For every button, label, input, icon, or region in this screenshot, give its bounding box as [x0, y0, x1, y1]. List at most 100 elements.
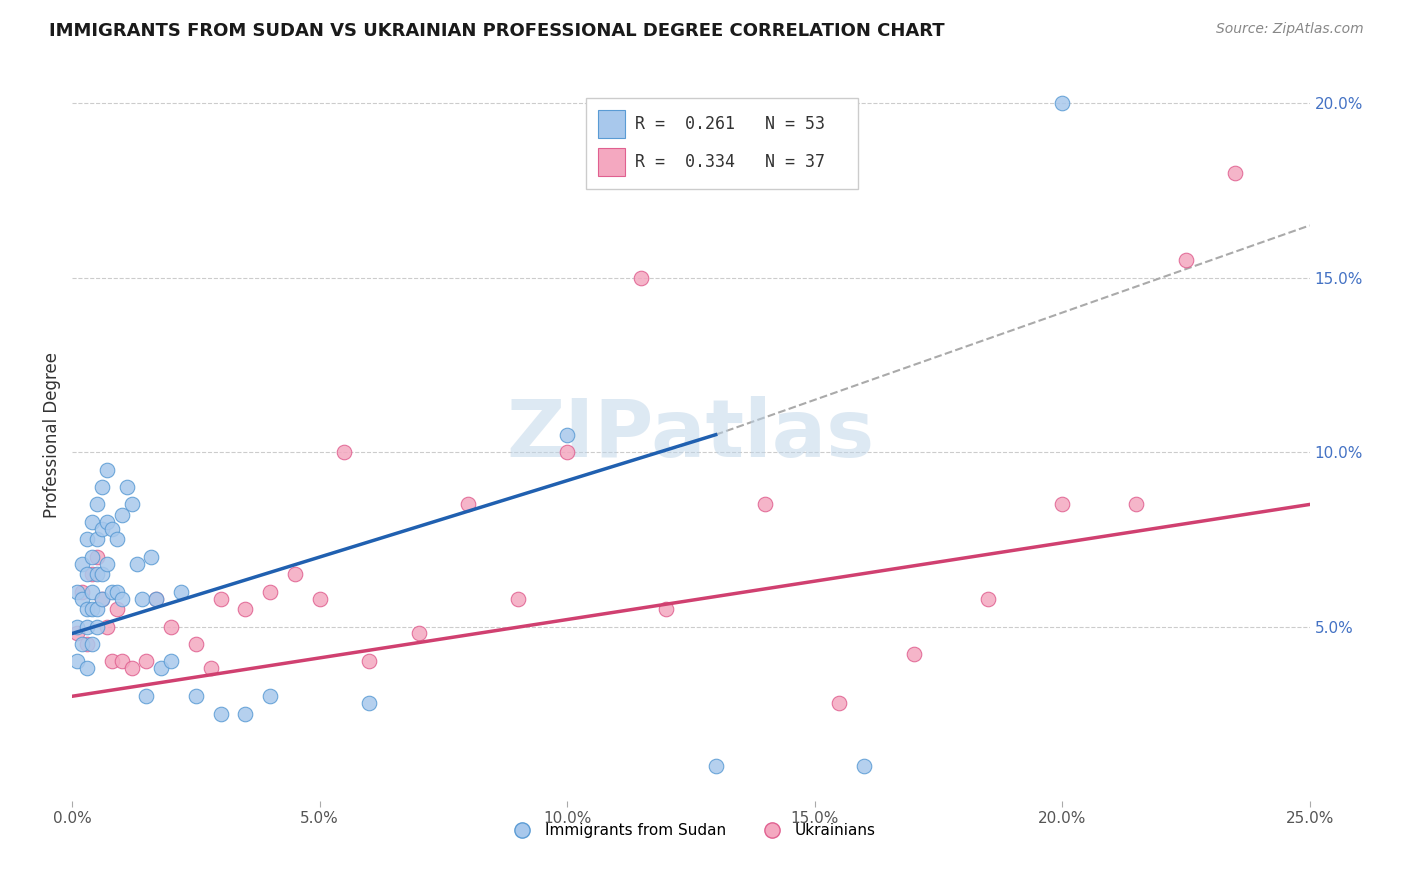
Legend: Immigrants from Sudan, Ukrainians: Immigrants from Sudan, Ukrainians — [501, 817, 882, 845]
Point — [70, 591, 93, 606]
Point — [145, 591, 167, 606]
Point — [457, 498, 479, 512]
Point — [101, 654, 124, 668]
Point — [90, 591, 112, 606]
Point — [96, 462, 118, 476]
Point — [1050, 498, 1073, 512]
Point — [96, 515, 118, 529]
Point — [1225, 166, 1247, 180]
Point — [209, 591, 232, 606]
Point — [150, 661, 173, 675]
Point — [105, 533, 128, 547]
Point — [121, 498, 143, 512]
Point — [630, 270, 652, 285]
Point — [977, 591, 1000, 606]
Point — [704, 759, 727, 773]
Point — [76, 567, 98, 582]
Point — [76, 602, 98, 616]
Point — [66, 654, 89, 668]
Point — [86, 533, 108, 547]
Point — [86, 549, 108, 564]
Point — [555, 427, 578, 442]
Point — [90, 567, 112, 582]
Point — [259, 584, 281, 599]
Point — [86, 619, 108, 633]
Y-axis label: Professional Degree: Professional Degree — [44, 351, 60, 517]
Point — [1174, 253, 1197, 268]
Point — [96, 619, 118, 633]
Point — [80, 515, 103, 529]
Point — [96, 557, 118, 571]
Point — [121, 661, 143, 675]
Point — [359, 696, 381, 710]
Point — [235, 602, 257, 616]
Point — [184, 637, 207, 651]
Point — [111, 508, 134, 522]
Point — [135, 690, 157, 704]
Point — [125, 557, 148, 571]
Point — [359, 654, 381, 668]
Point — [131, 591, 153, 606]
Point — [90, 522, 112, 536]
Point — [170, 584, 193, 599]
Point — [101, 522, 124, 536]
Point — [853, 759, 876, 773]
Point — [86, 498, 108, 512]
Point — [284, 567, 307, 582]
Point — [111, 591, 134, 606]
Point — [76, 637, 98, 651]
Point — [111, 654, 134, 668]
Point — [333, 445, 356, 459]
Point — [66, 626, 89, 640]
Text: R =  0.334   N = 37: R = 0.334 N = 37 — [636, 153, 825, 171]
Point — [66, 619, 89, 633]
Point — [80, 567, 103, 582]
Point — [135, 654, 157, 668]
Point — [1050, 96, 1073, 111]
Point — [80, 602, 103, 616]
Point — [80, 637, 103, 651]
Point — [408, 626, 430, 640]
Point — [76, 533, 98, 547]
Point — [235, 706, 257, 721]
Point — [1125, 498, 1147, 512]
Point — [86, 567, 108, 582]
Point — [209, 706, 232, 721]
Text: R =  0.261   N = 53: R = 0.261 N = 53 — [636, 115, 825, 133]
Point — [828, 696, 851, 710]
Text: IMMIGRANTS FROM SUDAN VS UKRAINIAN PROFESSIONAL DEGREE CORRELATION CHART: IMMIGRANTS FROM SUDAN VS UKRAINIAN PROFE… — [49, 22, 945, 40]
Text: ZIPatlas: ZIPatlas — [506, 396, 875, 474]
Point — [90, 591, 112, 606]
Point — [115, 480, 138, 494]
Point — [200, 661, 222, 675]
Point — [655, 602, 678, 616]
Point — [145, 591, 167, 606]
Bar — [598, 148, 626, 177]
Point — [259, 690, 281, 704]
Point — [80, 584, 103, 599]
Point — [160, 654, 183, 668]
Bar — [598, 111, 626, 138]
Point — [308, 591, 330, 606]
Point — [76, 661, 98, 675]
Point — [90, 480, 112, 494]
Point — [70, 584, 93, 599]
Point — [141, 549, 163, 564]
Point — [105, 602, 128, 616]
Point — [101, 584, 124, 599]
Point — [903, 648, 925, 662]
Point — [754, 498, 776, 512]
Point — [555, 445, 578, 459]
Point — [184, 690, 207, 704]
Point — [66, 584, 89, 599]
Point — [86, 602, 108, 616]
Point — [76, 619, 98, 633]
Point — [105, 584, 128, 599]
Point — [160, 619, 183, 633]
FancyBboxPatch shape — [586, 98, 858, 189]
Text: Source: ZipAtlas.com: Source: ZipAtlas.com — [1216, 22, 1364, 37]
Point — [70, 557, 93, 571]
Point — [506, 591, 529, 606]
Point — [80, 549, 103, 564]
Point — [70, 637, 93, 651]
